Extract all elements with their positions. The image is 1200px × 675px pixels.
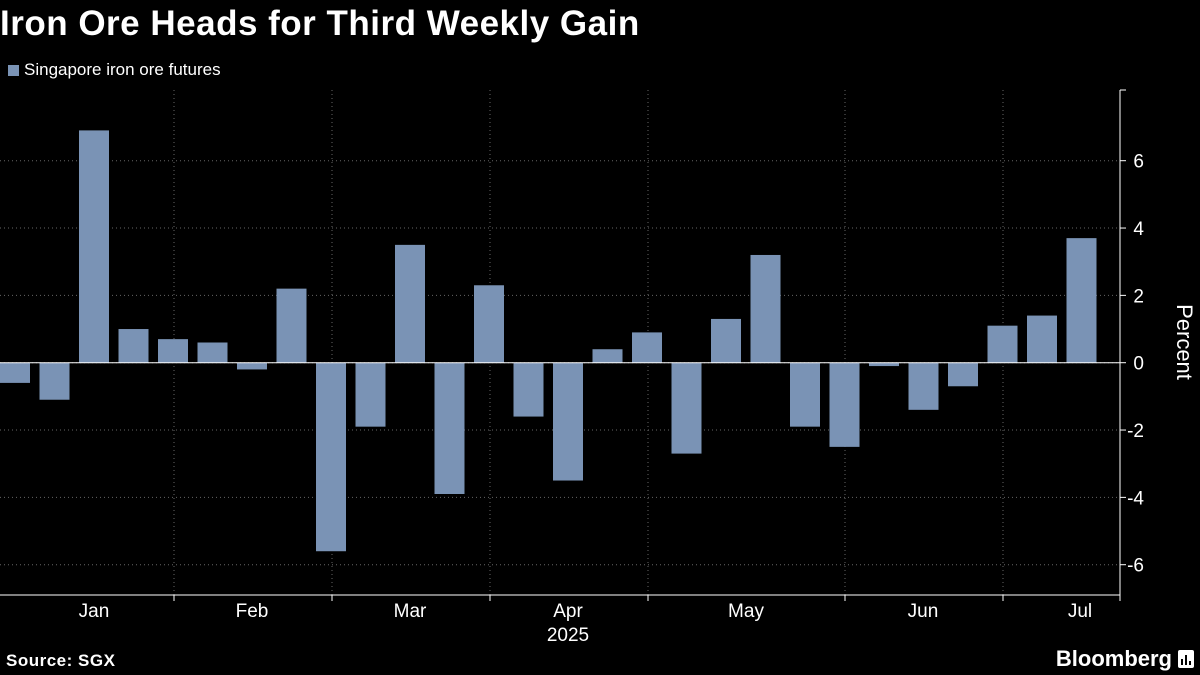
y-tick-label: 6 [1133, 152, 1144, 173]
y-tick-label: -4 [1127, 488, 1144, 509]
legend: Singapore iron ore futures [8, 60, 221, 80]
bloomberg-chart-icon [1178, 650, 1194, 668]
x-tick-label: Jun [908, 601, 939, 622]
bar [829, 362, 860, 447]
x-year-label: 2025 [547, 625, 589, 646]
bar [355, 362, 386, 427]
legend-swatch [8, 64, 19, 76]
x-tick-label: May [728, 601, 764, 622]
y-tick-label: 4 [1133, 219, 1144, 240]
bar [1066, 238, 1097, 363]
y-tick-label: -2 [1127, 421, 1144, 442]
x-tick-label: Apr [553, 601, 583, 622]
bar [276, 288, 307, 363]
brand-name: Bloomberg [1055, 646, 1172, 671]
x-tick-label: Mar [394, 601, 427, 622]
bar [118, 329, 149, 363]
bar [197, 342, 228, 363]
bar [750, 254, 781, 363]
chart-title: Iron Ore Heads for Third Weekly Gain [0, 4, 640, 43]
bloomberg-logo: Bloomberg [1056, 646, 1194, 672]
bar [474, 285, 504, 363]
bar [79, 130, 109, 363]
x-tick-label: Jan [79, 601, 110, 622]
bar [553, 362, 583, 481]
y-tick-label: 2 [1133, 286, 1144, 307]
y-tick-label: 0 [1133, 354, 1144, 375]
y-tick-label: -6 [1127, 556, 1144, 577]
bar [671, 362, 702, 454]
source-note: Source: SGX [6, 651, 116, 670]
bar [869, 362, 899, 367]
bar [790, 362, 820, 427]
bar [908, 362, 939, 410]
bar [987, 325, 1018, 363]
bar [711, 318, 741, 363]
x-tick-label: Feb [236, 601, 269, 622]
bar [395, 244, 425, 363]
bar [513, 362, 544, 417]
bar [158, 339, 188, 363]
bar [632, 332, 662, 363]
legend-label: Singapore iron ore futures [24, 60, 221, 79]
bar [316, 362, 346, 552]
x-tick-label: Jul [1068, 601, 1092, 622]
bar [1027, 315, 1057, 363]
bar [39, 362, 70, 400]
bar [592, 349, 623, 363]
bar [948, 362, 978, 387]
bar [434, 362, 465, 494]
bar [237, 362, 267, 370]
y-axis-label: Percent [1172, 304, 1197, 380]
bar [0, 362, 30, 383]
